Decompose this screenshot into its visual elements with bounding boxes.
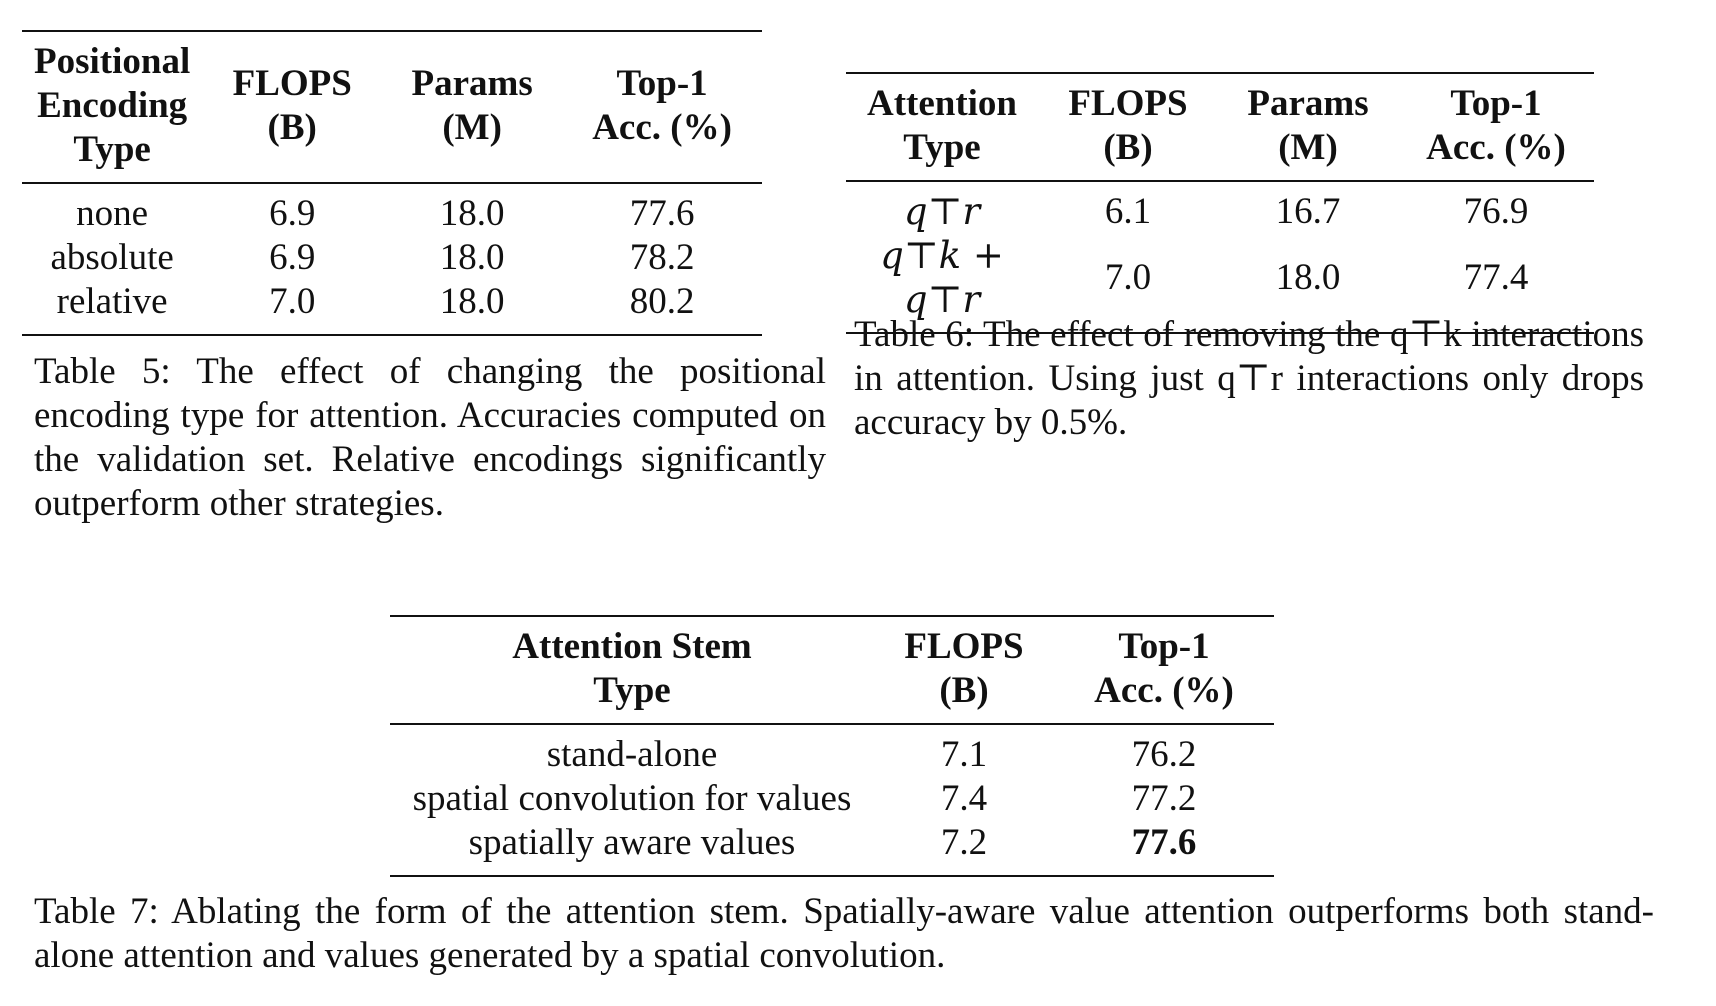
table-cell: 7.1 bbox=[940, 734, 988, 775]
table-row: spatially aware values 7.2 77.6 bbox=[390, 821, 1274, 876]
table-row: absolute 6.9 18.0 78.2 bbox=[22, 236, 762, 280]
table-row: relative 7.0 18.0 80.2 bbox=[22, 280, 762, 335]
table-cell: 7.4 bbox=[940, 778, 988, 819]
table-7-caption: Table 7: Ablating the form of the attent… bbox=[34, 891, 1654, 976]
table-5-grid: Positional Encoding Type FLOPS (B) Params (M… bbox=[22, 30, 762, 336]
table-cell: 77.2 bbox=[1131, 778, 1197, 819]
math-cell: q⊤k + q⊤r bbox=[880, 234, 1004, 321]
table-row: q⊤k + q⊤r 7.0 18.0 77.4 bbox=[846, 234, 1594, 333]
table-5-header-params: Params (M) bbox=[411, 63, 533, 148]
table-5-header-encoding: Positional Encoding Type bbox=[34, 41, 191, 170]
table-cell: 7.0 bbox=[269, 281, 316, 322]
table-7-header-flops: FLOPS (B) bbox=[904, 626, 1024, 711]
table-cell: 18.0 bbox=[439, 281, 505, 322]
table-7-header-acc: Top-1 Acc. (%) bbox=[1094, 626, 1234, 711]
table-cell: 18.0 bbox=[439, 237, 505, 278]
table-cell: 18.0 bbox=[1275, 257, 1341, 298]
table-6-header-flops: FLOPS (B) bbox=[1068, 83, 1188, 168]
table-5-header-flops: FLOPS (B) bbox=[232, 63, 352, 148]
table-cell: 18.0 bbox=[439, 193, 505, 234]
table-cell: 78.2 bbox=[629, 237, 695, 278]
table-cell: none bbox=[76, 193, 149, 234]
table-cell: 77.6 bbox=[629, 193, 695, 234]
table-cell: 77.4 bbox=[1463, 257, 1529, 298]
table-5-header-acc: Top-1 Acc. (%) bbox=[592, 63, 732, 148]
table-cell: 6.1 bbox=[1104, 191, 1152, 232]
table-7-grid: Attention Stem Type FLOPS (B) Top-1 Acc. (%… bbox=[390, 615, 1274, 877]
table-row: spatial convolution for values 7.4 77.2 bbox=[390, 777, 1274, 821]
table-cell: 7.2 bbox=[940, 822, 988, 863]
table-7-header-stem: Attention Stem Type bbox=[512, 626, 752, 711]
table-cell: 76.9 bbox=[1463, 191, 1529, 232]
table-6-header-params: Params (M) bbox=[1247, 83, 1369, 168]
table-cell: 6.9 bbox=[269, 193, 316, 234]
table-5-caption: Table 5: The effect of changing the posi… bbox=[34, 351, 826, 524]
table-row: q⊤r 6.1 16.7 76.9 bbox=[846, 181, 1594, 234]
table-row: none 6.9 18.0 77.6 bbox=[22, 183, 762, 236]
table-7: Attention Stem Type FLOPS (B) Top-1 Acc. (%… bbox=[390, 615, 1274, 877]
table-6-grid: Attention Type FLOPS (B) Params (M) Top-1 Ac… bbox=[846, 72, 1594, 334]
table-cell: stand-alone bbox=[546, 734, 718, 775]
table-cell: absolute bbox=[50, 237, 174, 278]
table-cell: relative bbox=[56, 281, 168, 322]
table-6-header-attention: Attention Type bbox=[866, 83, 1018, 168]
table-cell: 80.2 bbox=[629, 281, 695, 322]
table-row: stand-alone 7.1 76.2 bbox=[390, 724, 1274, 777]
table-cell: 16.7 bbox=[1275, 191, 1341, 232]
table-6-header-acc: Top-1 Acc. (%) bbox=[1426, 83, 1566, 168]
best-result-cell: 77.6 bbox=[1131, 822, 1197, 863]
table-6-caption: Table 6: The effect of removing the q⊤k … bbox=[854, 314, 1644, 443]
table-cell: 6.9 bbox=[269, 237, 316, 278]
table-6: Attention Type FLOPS (B) Params (M) Top-1 Ac… bbox=[846, 72, 1594, 334]
table-cell: spatially aware values bbox=[468, 822, 796, 863]
table-cell: 76.2 bbox=[1131, 734, 1197, 775]
table-cell: 7.0 bbox=[1104, 257, 1152, 298]
table-5: Positional Encoding Type FLOPS (B) Params (M… bbox=[22, 30, 762, 336]
table-cell: spatial convolution for values bbox=[412, 778, 852, 819]
math-cell: q⊤r bbox=[903, 190, 981, 233]
